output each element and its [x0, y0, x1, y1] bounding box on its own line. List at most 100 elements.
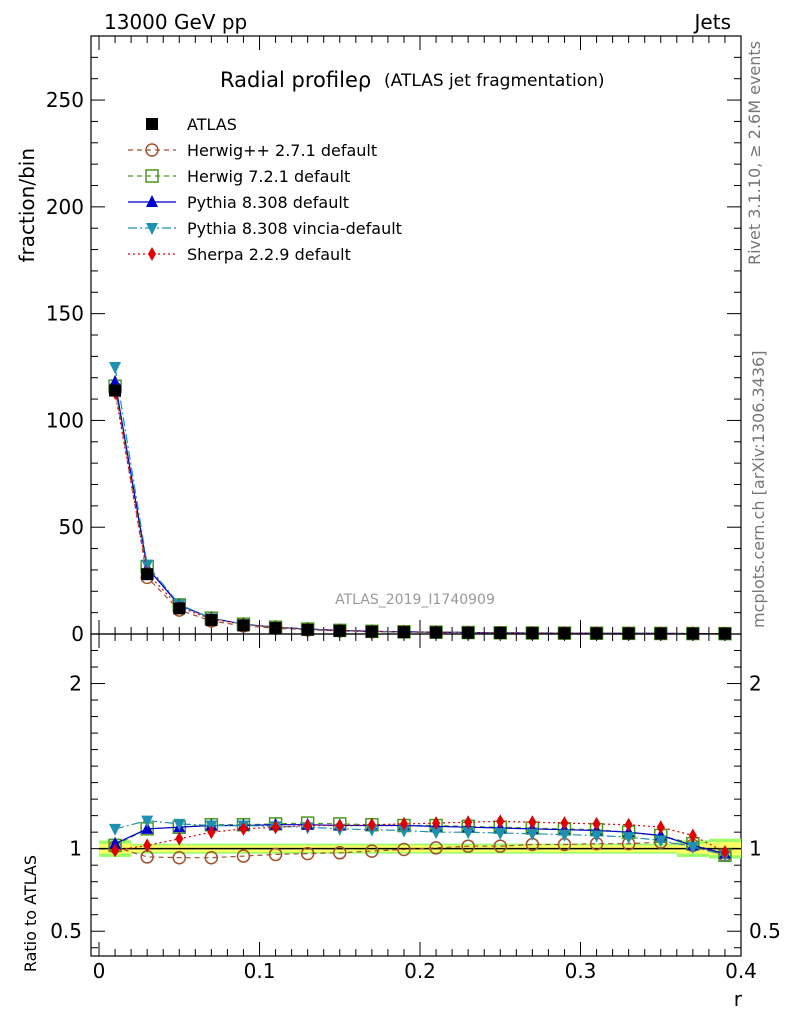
ratio-data-point: [526, 828, 539, 841]
ratio-ytick-label: 0.5: [50, 919, 82, 943]
ratio-data-point: [173, 818, 186, 831]
ratio-data-point: [688, 828, 697, 843]
main-data-point: [141, 559, 154, 572]
legend-label: Pythia 8.308 vincia-default: [187, 219, 402, 238]
main-panel: 0 50 100 150 200 250 ATLAS_2019_I1740909 Radi…: [46, 35, 742, 646]
main-data-point: [109, 384, 122, 397]
ratio-data-point: [624, 817, 633, 832]
legend-label: Sherpa 2.2.9 default: [187, 245, 351, 264]
ratio-xtick-label: 0.4: [725, 959, 757, 983]
ratio-data-point: [271, 820, 280, 835]
main-ytick-label: 0: [71, 622, 84, 646]
ratio-series-line: [114, 819, 726, 856]
ratio-data-point: [560, 816, 569, 831]
ratio-data-point: [141, 815, 154, 828]
ratio-data-point: [686, 842, 699, 855]
ratio-data-point: [335, 818, 344, 833]
ratio-data-point: [496, 814, 505, 829]
main-ytick-label: 50: [59, 515, 84, 539]
ratio-data-point: [656, 820, 665, 835]
ratio-series-line: [115, 820, 726, 853]
header-left: 13000 GeV pp: [104, 10, 247, 34]
ratio-panel: 0.5 0.5 1 1 2 2 0 0.1 0.2 0.3 0.4: [50, 633, 781, 983]
ratio-data-point: [493, 839, 508, 853]
legend-marker: [146, 223, 158, 235]
ratio-xtick-label: 0.3: [565, 959, 597, 983]
legend-label: Herwig++ 2.7.1 default: [187, 141, 377, 160]
ratio-ytick-label-right: 1: [749, 837, 762, 861]
ratio-data-point: [430, 827, 443, 840]
legend-marker: [145, 169, 159, 183]
ratio-data-point: [622, 832, 635, 845]
main-data-point: [205, 614, 218, 627]
ratio-data-point: [268, 847, 283, 862]
legend-marker: [148, 247, 156, 261]
analysis-id-label: ATLAS_2019_I1740909: [335, 592, 495, 608]
ratio-data-point: [528, 815, 537, 830]
main-data-point: [494, 626, 507, 639]
main-data-point: [397, 626, 410, 639]
legend-marker: [145, 143, 159, 157]
main-data-point: [173, 602, 186, 615]
ratio-data-point: [236, 849, 251, 863]
ratio-ytick-label-right: 0.5: [749, 919, 781, 943]
ratio-ytick-label-right: 2: [749, 672, 762, 696]
ratio-data-point: [141, 821, 154, 834]
ratio-data-point: [432, 816, 441, 831]
ratio-data-point: [558, 829, 571, 842]
main-data-point: [590, 627, 603, 640]
main-data-point: [526, 627, 539, 640]
main-data-point: [109, 362, 122, 375]
ratio-data-point: [592, 816, 601, 831]
main-data-point: [365, 625, 378, 638]
plot-title: Radial profileρ: [220, 68, 371, 92]
ratio-data-point: [429, 841, 443, 855]
ratio-frame: [90, 633, 742, 957]
ratio-data-point: [365, 844, 379, 858]
main-ytick-label: 150: [46, 302, 84, 326]
main-ytick-label: 200: [46, 195, 84, 219]
ratio-series-4: [109, 815, 731, 863]
ratio-ytick-label: 1: [69, 837, 82, 861]
legend-marker: [146, 118, 158, 130]
ratio-data-point: [590, 830, 603, 843]
ratio-data-point: [461, 839, 475, 853]
ratio-xlabel: r: [734, 987, 743, 1011]
legend-label: Pythia 8.308 default: [187, 193, 349, 212]
rivet-version-label: Rivet 3.1.10, ≥ 2.6M events: [745, 41, 764, 265]
ratio-data-point: [464, 815, 473, 830]
ratio-data-point: [333, 846, 347, 860]
main-ytick-label: 250: [46, 88, 84, 112]
ratio-data-point: [143, 838, 152, 853]
main-data-point: [269, 622, 282, 635]
ratio-data-point: [172, 850, 187, 865]
main-ytick-label: 100: [46, 408, 84, 432]
main-data-point: [462, 626, 475, 639]
main-ylabel: fraction/bin: [15, 148, 39, 263]
ratio-data-point: [494, 827, 507, 840]
header-right: Jets: [693, 10, 731, 34]
ratio-data-point: [239, 821, 248, 836]
ratio-data-point: [204, 850, 219, 865]
ratio-data-point: [397, 842, 411, 857]
ratio-data-point: [462, 827, 475, 840]
ratio-data-point: [109, 836, 122, 849]
ratio-data-point: [397, 825, 410, 838]
ratio-xtick-label: 0: [93, 959, 106, 983]
ratio-data-point: [207, 825, 216, 840]
main-data-point: [237, 619, 250, 632]
main-data-point: [558, 627, 571, 640]
legend-marker: [146, 195, 158, 207]
ratio-data-point: [399, 816, 408, 831]
ratio-data-point: [111, 843, 120, 858]
ratio-data-point: [654, 835, 667, 848]
plot-subtitle: (ATLAS jet fragmentation): [384, 71, 605, 91]
ratio-ytick-label: 2: [69, 672, 82, 696]
legend: ATLAS Herwig++ 2.7.1 default Herwig 7.2.1 …: [128, 115, 402, 264]
ratio-xtick-label: 0.2: [404, 959, 436, 983]
legend-label: Herwig 7.2.1 default: [187, 167, 350, 186]
ratio-data-point: [303, 818, 312, 833]
legend-label: ATLAS: [187, 115, 237, 134]
ratio-data-point: [175, 831, 184, 846]
